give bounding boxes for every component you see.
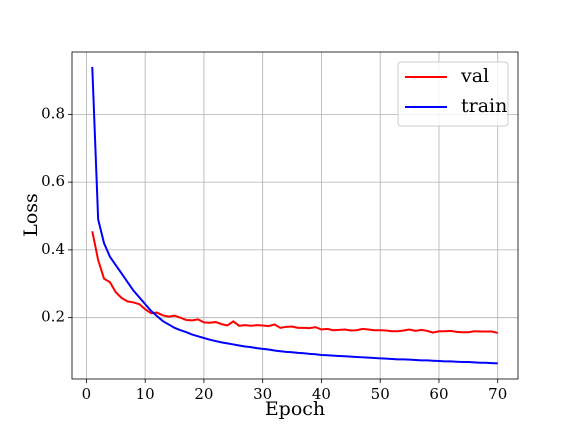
series-line — [91, 66, 498, 365]
x-tick-label: 0 — [82, 385, 92, 403]
y-tick-label: 0.2 — [41, 308, 65, 326]
plot-frame — [71, 51, 519, 380]
y-tick-label: 0.6 — [41, 172, 65, 190]
x-tick-label: 40 — [312, 385, 331, 403]
x-tick-label: 70 — [488, 385, 507, 403]
y-axis-label: Loss — [20, 193, 42, 237]
y-tick-label: 0.4 — [41, 240, 65, 258]
x-tick-label: 10 — [136, 385, 155, 403]
x-tick-label: 50 — [371, 385, 390, 403]
x-axis-label: Epoch — [265, 398, 325, 420]
series-line — [91, 231, 498, 334]
x-tick-label: 60 — [429, 385, 448, 403]
legend-label: val — [460, 65, 489, 87]
x-tick-label: 30 — [253, 385, 272, 403]
y-tick-label: 0.8 — [41, 104, 65, 122]
x-tick-label: 20 — [194, 385, 213, 403]
legend-label: train — [461, 95, 507, 117]
